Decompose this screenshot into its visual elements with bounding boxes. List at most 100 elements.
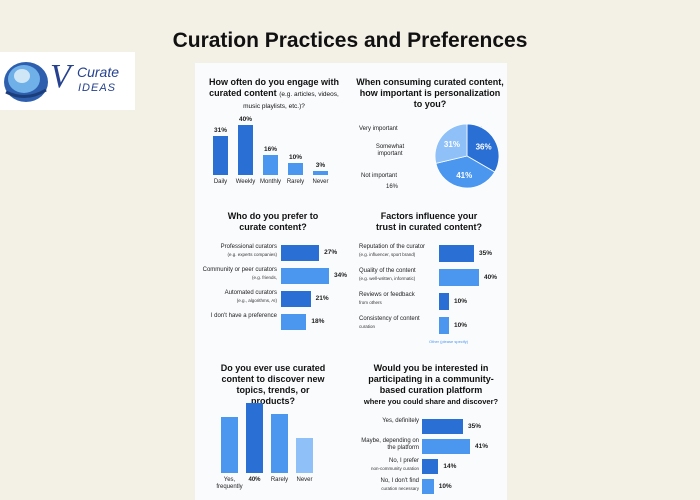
chart-title: How often do you engage with curated con… (201, 77, 347, 112)
bar (263, 155, 278, 175)
panel-curator-preference: Who do you prefer to curate content? Pro… (195, 203, 351, 353)
bar (271, 413, 288, 473)
category-label-main: Consistency of content (359, 316, 420, 322)
category-label: Quality of the content (e.g. well-written… (359, 268, 439, 283)
category-label-main: Automated curators (224, 290, 277, 296)
logo: V Curate IDEAS (0, 52, 135, 110)
bar (238, 125, 253, 175)
bar (439, 245, 474, 262)
tick-label: Weekly (235, 179, 256, 185)
category-label: Reviews or feedback from others (359, 292, 439, 307)
data-label: 34% (334, 272, 348, 279)
tick-label: Monthly (259, 179, 281, 185)
bar (281, 291, 311, 307)
data-label: 41% (475, 442, 489, 450)
bar (281, 314, 307, 330)
pie-slice-label: 41% (456, 171, 472, 180)
panel-trust-factors: Factors influence your trust in curated … (351, 203, 507, 353)
logo-word-ideas: IDEAS (78, 82, 117, 94)
category-label-main: Community or peer curators (202, 267, 277, 273)
chart-discovery: Yes, frequently 40% Rarely Never (215, 403, 335, 500)
bar (422, 479, 434, 494)
category-label: No, I don't find curation necessary (355, 478, 419, 493)
category-label-sub: (e.g., algorithms, AI) (236, 298, 277, 303)
bar (221, 417, 238, 473)
category-label: I don't have a preference (199, 313, 277, 320)
bar (439, 269, 479, 286)
panel-engagement: How often do you engage with curated con… (195, 63, 351, 203)
tick-label: Rarely (270, 477, 289, 483)
data-label: 18% (311, 318, 325, 325)
category-label-main: Maybe, depending on the platform (361, 438, 419, 451)
bar (422, 419, 463, 434)
page-title: Curation Practices and Preferences (172, 29, 528, 52)
data-label: 16% (263, 146, 277, 154)
infographic-sheet: How often do you engage with curated con… (195, 63, 507, 500)
category-label: Professional curators (e.g. experts compa… (199, 244, 277, 259)
bar (439, 317, 449, 334)
category-label-sub: (e.g. experts companies) (227, 252, 277, 257)
globe-icon (4, 62, 48, 102)
bar (422, 459, 439, 474)
chart-footnote: Other (please specify) (429, 339, 469, 344)
category-label-main: Reputation of the curator (359, 244, 426, 250)
category-label-main: Quality of the content (359, 268, 416, 274)
tick-label: Rarely (286, 179, 305, 185)
data-label: 10% (438, 482, 452, 490)
pie-slice (434, 123, 468, 164)
category-label-sub: (e.g. well-written, informatic) (359, 276, 416, 281)
chart-title: Who do you prefer to curate content? (227, 211, 319, 232)
category-label: Consistency of content curation (359, 316, 439, 331)
chart-title-text: How often do you engage with curated con… (209, 77, 339, 98)
bar (246, 403, 263, 473)
category-label-sub: curation necessary (381, 486, 419, 491)
chart-title: When consuming curated content, how impo… (356, 77, 504, 109)
bar (281, 268, 329, 284)
tick-label: Never (312, 179, 329, 185)
tick-label: Yes, frequently (216, 477, 243, 490)
chart-title-text: Would you be interested in participating… (368, 363, 494, 395)
data-label: 35% (467, 422, 481, 430)
chart-trust-factors: Reputation of the curator (e.g. influence… (351, 241, 507, 353)
category-label: Maybe, depending on the platform (355, 438, 419, 452)
tick-label: Daily (213, 179, 228, 185)
category-label-main: No, I prefer (388, 458, 419, 464)
category-label-main: Yes, definitely (382, 418, 419, 424)
data-label: 10% (288, 153, 302, 161)
category-label: Reputation of the curator (e.g. influence… (359, 244, 439, 259)
category-label-main: I don't have a preference (210, 313, 277, 319)
category-label-sub: curation (359, 324, 376, 329)
bar (281, 245, 320, 261)
category-label-sub: (e.g. influencer, sport brand) (359, 252, 416, 257)
chart-personalization-pie: 36% 41% 31% (434, 123, 500, 189)
category-label-main: No, I don't find (380, 478, 419, 484)
data-label: 3% (315, 162, 326, 170)
category-label-sub: non-community curation (370, 466, 419, 471)
pie-slice-label: 31% (444, 140, 460, 149)
bar (439, 293, 449, 310)
category-label-main: Professional curators (220, 244, 277, 250)
logo-word-curate: Curate (77, 64, 120, 80)
pie-slice (466, 123, 500, 173)
chart-engagement: 31% Daily 40% Weekly 16% Monthly 10% Rarely 3% Ne… (207, 115, 341, 193)
pie-extra-label: 16% (386, 184, 399, 190)
category-label: No, I prefer non-community curation (355, 458, 419, 473)
data-label: 27% (324, 249, 338, 256)
chart-title: Would you be interested in participating… (359, 363, 503, 407)
panel-personalization: When consuming curated content, how impo… (351, 63, 507, 203)
legend-label-somewhat-important: Somewhat important (375, 144, 405, 157)
data-label: 31% (213, 127, 227, 135)
tick-label: Never (296, 477, 313, 483)
chart-title: Do you ever use curated content to disco… (220, 363, 326, 406)
chart-curator-preference: Professional curators (e.g. experts compa… (195, 241, 351, 353)
chart-subtitle: where you could share and discover? (363, 397, 499, 406)
category-label: Automated curators (e.g., algorithms, AI) (199, 290, 277, 305)
category-label-main: Reviews or feedback (359, 292, 415, 298)
pie-slice-label: 36% (476, 142, 492, 151)
chart-title-note: (e.g. articles, videos, music playlists,… (243, 91, 339, 110)
data-label: 21% (315, 295, 329, 302)
bar (288, 162, 303, 175)
panel-community-platform: Would you be interested in participating… (351, 353, 507, 500)
bar (313, 171, 328, 175)
pie-slice (435, 155, 496, 189)
